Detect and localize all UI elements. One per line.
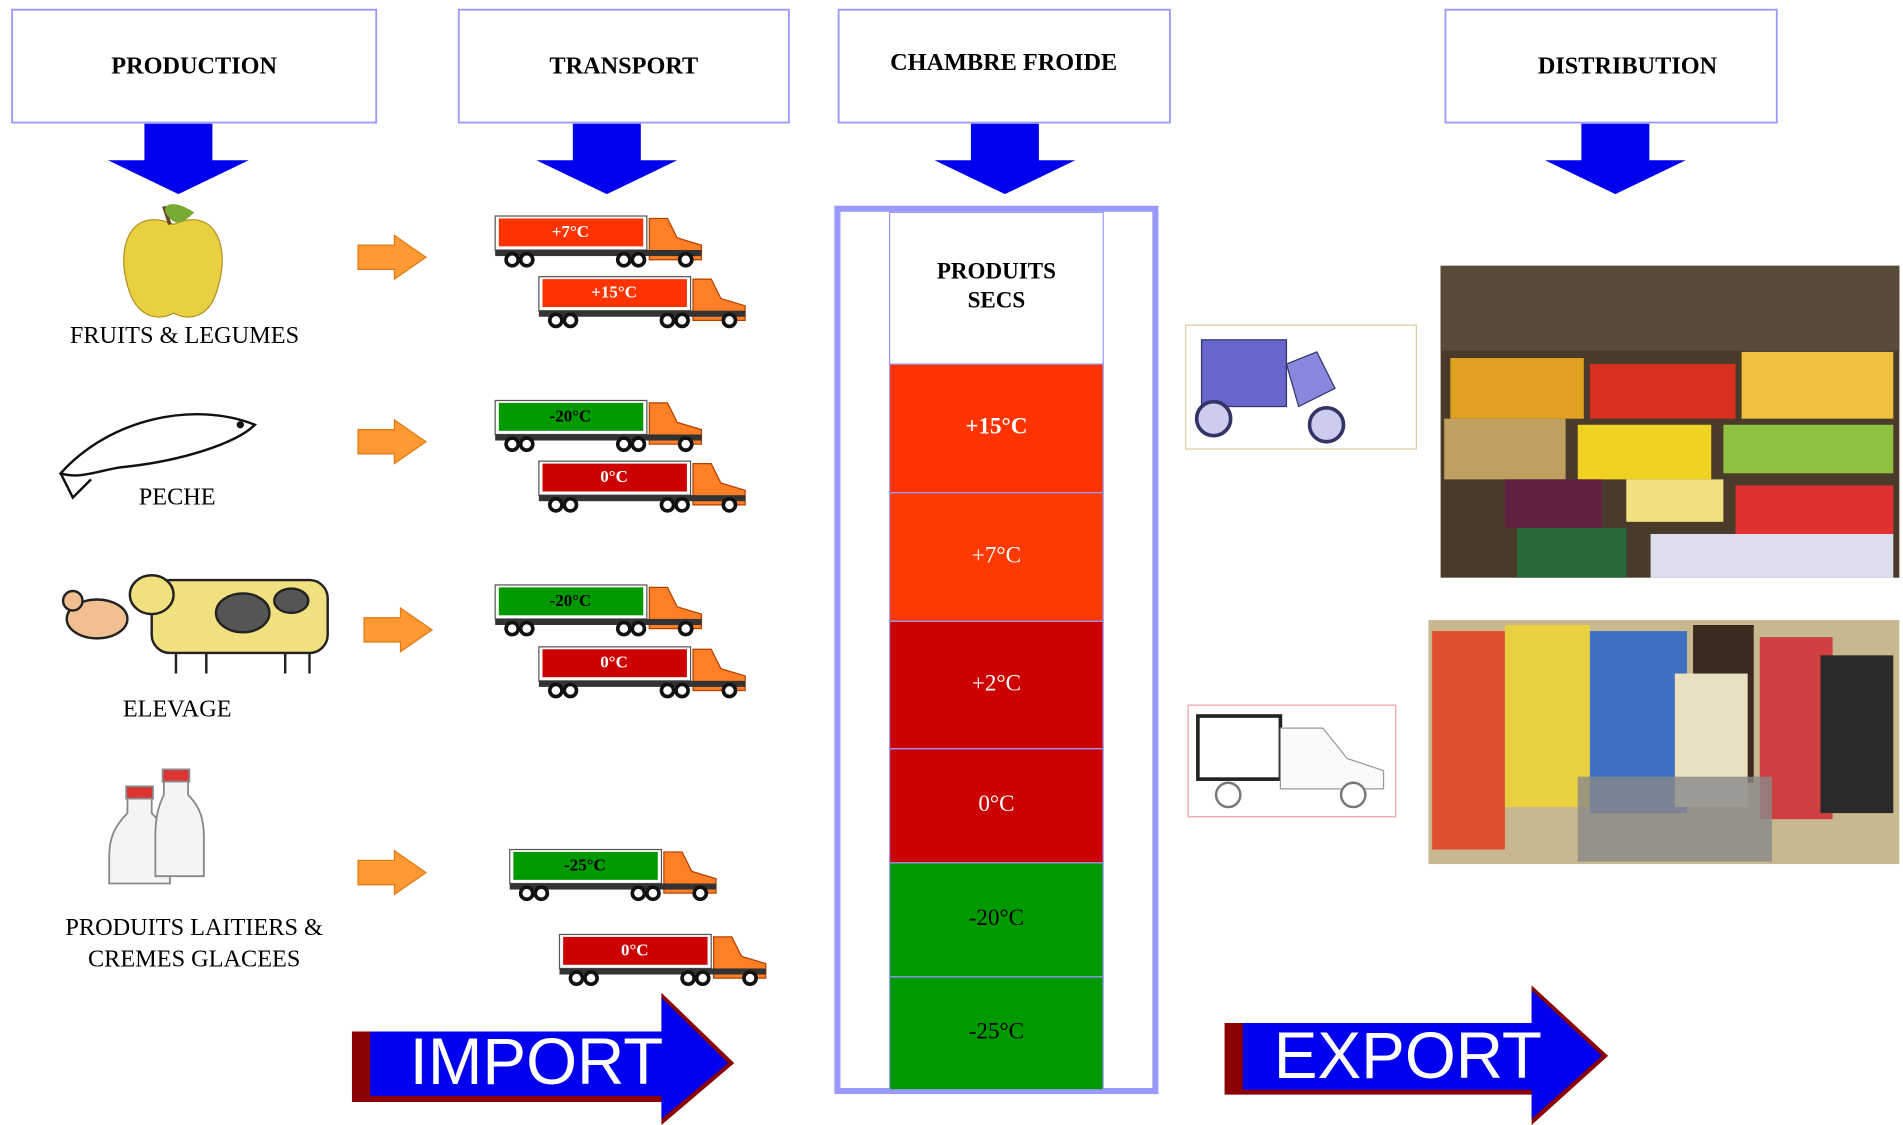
truck-wheel: [506, 623, 518, 635]
truck-wheel: [550, 499, 562, 511]
truck-wheel: [618, 438, 630, 450]
truck-wheel: [506, 254, 518, 266]
truck-label: 0°C: [600, 467, 628, 486]
truck-wheel: [676, 499, 688, 511]
truck-wheel: [570, 972, 582, 984]
header-text: DISTRIBUTION: [1538, 53, 1718, 80]
diagram: PRODUCTION TRANSPORT CHAMBRE FROIDE DIST…: [0, 0, 1903, 1125]
source-label: ELEVAGE: [123, 696, 232, 723]
truck-wheel: [680, 623, 692, 635]
truck-label: 0°C: [600, 653, 628, 672]
truck: +15°C: [539, 277, 745, 327]
header-text: TRANSPORT: [549, 53, 698, 80]
truck-label: -20°C: [550, 406, 592, 425]
header-chambre: CHAMBRE FROIDE: [839, 10, 1170, 123]
header-text: CHAMBRE FROIDE: [890, 49, 1117, 76]
tricycle-image: [1186, 325, 1417, 449]
source-label: PECHE: [139, 483, 216, 510]
zone-label: +15°C: [965, 413, 1027, 439]
truck-wheel: [661, 499, 673, 511]
truck-wheel: [697, 972, 709, 984]
truck-wheel: [618, 623, 630, 635]
truck-wheel: [632, 254, 644, 266]
zone-label: +7°C: [972, 541, 1021, 567]
page: Chaîne du froid html, body { margin: 0; …: [0, 0, 1903, 1125]
truck-label: +7°C: [552, 222, 589, 241]
body: {"headers": ["PRODUCTION", "TRANSPORT", …: [0, 0, 1903, 1125]
truck-wheel: [550, 314, 562, 326]
truck-label: -20°C: [550, 591, 592, 610]
truck-wheel: [744, 972, 756, 984]
truck-label: +15°C: [591, 283, 637, 302]
truck-wheel: [647, 887, 659, 899]
truck-wheel: [676, 314, 688, 326]
truck-wheel: [676, 684, 688, 696]
source-label: CREMES GLACEES: [88, 946, 300, 973]
orange-arrows: [358, 235, 432, 894]
zone-label: -25°C: [969, 1018, 1024, 1044]
truck: -20°C: [495, 585, 701, 635]
cold-room-title: PRODUITS: [937, 257, 1056, 283]
truck-wheel: [632, 623, 644, 635]
truck-wheel: [632, 887, 644, 899]
truck-wheel: [680, 438, 692, 450]
cold-room: PRODUITS SECS +15°C +7°C +2°C 0°C -20°C -25°C: [837, 209, 1155, 1091]
export-label: EXPORT: [1274, 1019, 1542, 1092]
truck: 0°C: [539, 647, 745, 697]
truck-wheel: [723, 499, 735, 511]
supermarket-photo: [1428, 620, 1899, 864]
milk-icon: [109, 769, 204, 883]
truck-wheel: [632, 438, 644, 450]
truck: -25°C: [510, 850, 716, 900]
trucks: +7°C +15°C -20°C 0°C -20°C 0°C -25°C 0°C: [495, 216, 766, 984]
source-label: FRUITS & LEGUMES: [70, 322, 299, 349]
truck-wheel: [535, 887, 547, 899]
header-production: PRODUCTION: [12, 10, 376, 123]
truck-wheel: [618, 254, 630, 266]
truck-wheel: [723, 684, 735, 696]
source-label: PRODUITS LAITIERS &: [65, 914, 323, 941]
zone-label: 0°C: [978, 790, 1014, 816]
truck-wheel: [521, 438, 533, 450]
export-arrow: EXPORT: [1225, 985, 1609, 1125]
truck-wheel: [521, 887, 533, 899]
truck-wheel: [682, 972, 694, 984]
truck: 0°C: [539, 461, 745, 511]
truck-wheel: [521, 623, 533, 635]
cold-room-title: SECS: [968, 286, 1026, 312]
zone-label: +2°C: [972, 669, 1021, 695]
van-image: [1188, 705, 1396, 817]
truck: -20°C: [495, 400, 701, 450]
truck: 0°C: [559, 934, 765, 984]
truck-wheel: [694, 887, 706, 899]
truck-wheel: [550, 684, 562, 696]
truck-wheel: [564, 499, 576, 511]
livestock-icon: [63, 575, 328, 673]
down-arrows: [108, 124, 1686, 194]
truck-wheel: [723, 314, 735, 326]
apple-icon: [124, 204, 222, 317]
truck-wheel: [521, 254, 533, 266]
truck: +7°C: [495, 216, 701, 266]
truck-label: 0°C: [621, 940, 649, 959]
truck-wheel: [564, 684, 576, 696]
truck-wheel: [585, 972, 597, 984]
header-transport: TRANSPORT: [459, 10, 789, 123]
header-text: PRODUCTION: [111, 53, 277, 80]
market-photo: [1441, 266, 1900, 578]
truck-wheel: [564, 314, 576, 326]
truck-wheel: [680, 254, 692, 266]
truck-label: -25°C: [564, 855, 606, 874]
import-arrow: IMPORT: [352, 993, 734, 1125]
truck-wheel: [506, 438, 518, 450]
zone-label: -20°C: [969, 904, 1024, 930]
import-label: IMPORT: [410, 1025, 664, 1098]
truck-wheel: [661, 314, 673, 326]
header-distribution: DISTRIBUTION: [1445, 10, 1776, 123]
truck-wheel: [661, 684, 673, 696]
